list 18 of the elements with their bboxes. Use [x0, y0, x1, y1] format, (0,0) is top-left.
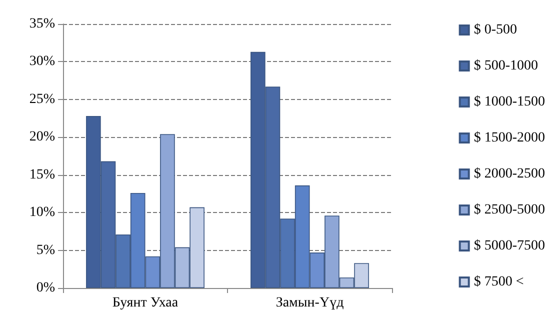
legend-label: $ 2000-2500 [474, 166, 546, 182]
y-tick-label: 10% [29, 205, 56, 220]
legend-label: $ 5000-7500 [474, 238, 546, 254]
y-tick-label: 0% [36, 280, 56, 296]
x-tick-label: Буянт Ухаа [112, 296, 179, 310]
legend-label: $ 0-500 [474, 22, 518, 38]
legend-label: $ 500-1000 [474, 58, 538, 74]
y-tick-label: 5% [36, 242, 56, 258]
legend-label: $ 1500-2000 [474, 130, 546, 146]
y-tick-label: 35% [29, 16, 56, 32]
y-tick-label: 15% [29, 167, 56, 182]
legend-label: $ 1000-1500 [474, 94, 546, 110]
y-tick-label: 30% [29, 54, 56, 70]
y-tick-label: 25% [29, 92, 56, 107]
y-tick-label: 20% [29, 130, 56, 145]
legend-label: $ 2500-5000 [474, 202, 546, 218]
x-tick-label: Замын-Үүд [276, 296, 344, 310]
legend-label: $ 7500 < [474, 274, 524, 290]
